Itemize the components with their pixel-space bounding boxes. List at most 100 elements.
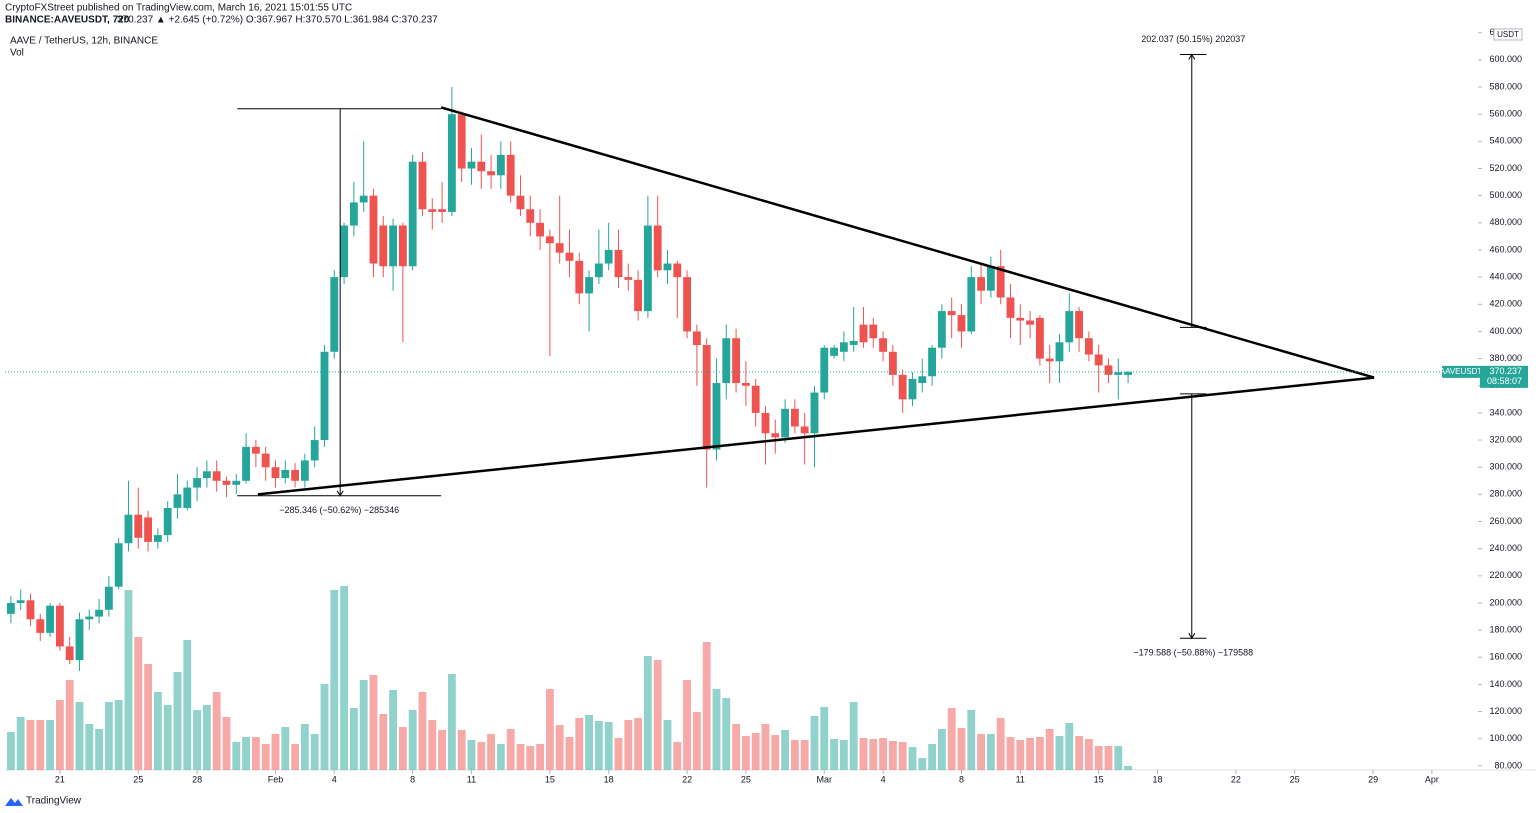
volume-bar (104, 702, 113, 770)
volume-bar (712, 689, 721, 770)
x-tick-label: Apr (1425, 774, 1439, 784)
volume-bar (1006, 737, 1015, 770)
candle-body (879, 338, 887, 352)
y-tick-label: 120.000 (1489, 706, 1522, 716)
y-tick-label: 300.000 (1489, 462, 1522, 472)
candle-body (75, 619, 84, 661)
last-price-box (1480, 365, 1528, 388)
volume-bar (1065, 723, 1074, 770)
candle-body (36, 619, 45, 633)
volume-bar (487, 734, 495, 770)
volume-bar (477, 742, 486, 770)
candle-body (810, 392, 819, 434)
candle-body (134, 514, 143, 538)
volume-bar (516, 744, 525, 770)
candle-body (1035, 317, 1044, 359)
volume-bar (1094, 746, 1103, 770)
candle-body (359, 195, 368, 203)
candle-body (761, 412, 770, 434)
volume-bar (496, 744, 505, 770)
volume-bar (967, 710, 976, 770)
volume-bar (506, 729, 515, 770)
volume-bar (16, 717, 25, 770)
measure-label: 202.037 (50.15%) 202037 (1141, 34, 1245, 44)
candle-body (193, 478, 201, 488)
candle-body (1084, 338, 1093, 355)
volume-bar (937, 729, 946, 770)
candle-body (114, 543, 123, 587)
candle-body (1114, 372, 1123, 375)
volume-bar (977, 734, 985, 770)
logo-icon (5, 798, 23, 806)
candle-body (800, 426, 809, 434)
candle-body (908, 378, 917, 400)
pair: AAVE / TetherUS, 12h, BINANCE (10, 36, 158, 47)
candle-body (536, 222, 544, 237)
volume-bar (986, 734, 995, 770)
volume-bar (1055, 736, 1064, 770)
volume-bar (820, 707, 829, 770)
volume-bar (790, 740, 799, 770)
volume-bar (1035, 737, 1044, 770)
candle-body (937, 311, 946, 348)
candle-body (604, 249, 613, 264)
candle-body (85, 616, 94, 620)
candle-body (820, 347, 829, 393)
y-tick-label: 200.000 (1489, 597, 1522, 607)
candle-body (398, 225, 407, 267)
volume-bar (673, 742, 682, 770)
candle-body (310, 440, 319, 461)
volume-bar (428, 720, 437, 770)
volume-bar (585, 715, 593, 770)
candle-body (438, 209, 446, 212)
y-tick-label: 80.000 (1494, 760, 1522, 770)
measure-label: −285.346 (−50.62%) −285346 (279, 505, 399, 515)
candle-body (643, 225, 652, 312)
volume-bar (408, 710, 417, 770)
volume-bar (173, 672, 182, 770)
candle-body (487, 171, 495, 176)
symbol-tag: AAVEUSDT (1440, 367, 1483, 376)
candle-body (467, 161, 476, 169)
volume-bar (310, 734, 319, 770)
candle-body (428, 209, 437, 212)
measure-arrow (1188, 633, 1196, 640)
volume-bar (438, 730, 446, 770)
volume-bar (75, 702, 84, 770)
candle-body (6, 602, 15, 614)
candle-body (898, 374, 907, 400)
volume-bar (751, 733, 760, 770)
candle-body (65, 646, 74, 661)
volume-bar (1045, 729, 1054, 770)
volume-bar (614, 738, 623, 770)
candle-body (1006, 297, 1015, 318)
volume-bar (888, 741, 897, 770)
volume-bar (947, 708, 956, 770)
candle-body (232, 480, 241, 485)
quote: 370.237 ▲ +2.645 (+0.72%) O:367.967 H:37… (117, 15, 438, 26)
volume-bar (281, 727, 290, 770)
x-tick-label: 29 (1368, 774, 1378, 784)
volume-bar (918, 758, 927, 770)
candle-body (830, 347, 838, 356)
y-tick-label: 340.000 (1489, 407, 1522, 417)
candle-body (104, 586, 113, 610)
candle-body (95, 609, 103, 617)
volume-bar (193, 710, 201, 770)
volume-bar (761, 724, 770, 770)
x-tick-label: 4 (332, 774, 337, 784)
candle-body (516, 195, 525, 210)
volume-bar (771, 735, 780, 770)
candle-body (869, 324, 878, 339)
y-tick-label: 600.000 (1489, 54, 1522, 64)
volume-bar (928, 744, 936, 770)
candle-body (702, 345, 711, 450)
x-tick-label: 11 (1016, 774, 1025, 784)
candle-body (781, 408, 789, 438)
candle-body (1055, 342, 1064, 362)
publisher: CryptoFXStreet published on TradingView.… (5, 3, 352, 14)
volume-bar (957, 728, 966, 770)
volume-bar (683, 680, 691, 770)
